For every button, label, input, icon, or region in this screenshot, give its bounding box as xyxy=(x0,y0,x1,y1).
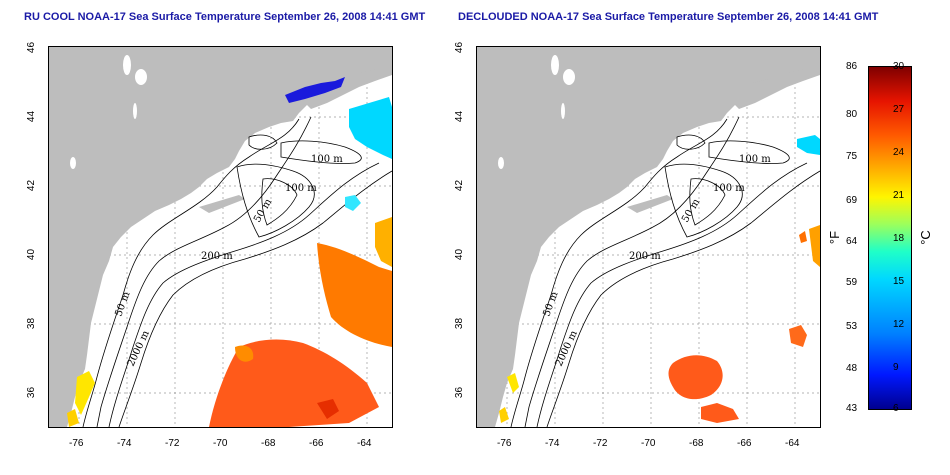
right-y-tick-42: 42 xyxy=(454,179,466,192)
left-y-tick-46: 46 xyxy=(26,41,38,54)
fahrenheit-tick-80: 80 xyxy=(846,109,858,120)
right-x-tick-5: -68 xyxy=(689,438,704,449)
left-y-tick-44: 44 xyxy=(26,110,38,123)
fahrenheit-tick-53: 53 xyxy=(846,321,858,332)
right-x-tick-3: -72 xyxy=(593,438,608,449)
left-nova-scotia xyxy=(297,65,392,109)
left-y-tick-38: 38 xyxy=(26,317,38,330)
right-x-tick-6: -66 xyxy=(737,438,752,449)
right-x-tick-7: -64 xyxy=(785,438,800,449)
left-x-tick-3: -72 xyxy=(165,438,180,449)
right-nova-scotia xyxy=(725,65,820,109)
right-panel-title: DECLOUDED NOAA-17 Sea Surface Temperatur… xyxy=(458,11,879,23)
celsius-tick-6: 6 xyxy=(893,403,899,414)
left-x-tick-5: -68 xyxy=(261,438,276,449)
right-contours xyxy=(510,116,820,427)
fahrenheit-tick-64: 64 xyxy=(846,236,858,247)
right-contour-label-50-coast: 50 m xyxy=(541,290,560,318)
left-contour-label-50-bank: 50 m xyxy=(252,197,274,225)
celsius-tick-12: 12 xyxy=(893,319,905,330)
celsius-tick-21: 21 xyxy=(893,190,905,201)
right-x-tick-1: -76 xyxy=(497,438,512,449)
left-contour-label-100-south: 100 m xyxy=(285,183,317,194)
right-contour-label-2000: 2000 m xyxy=(554,329,580,369)
left-y-tick-42: 42 xyxy=(26,179,38,192)
left-y-tick-36: 36 xyxy=(26,386,38,399)
celsius-tick-18: 18 xyxy=(893,233,905,244)
celsius-unit-label: °C xyxy=(917,230,933,245)
left-contours xyxy=(82,116,392,427)
right-sst-map: 100 m 100 m 50 m 200 m 50 m 2000 m xyxy=(476,46,821,428)
celsius-tick-15: 15 xyxy=(893,276,905,287)
left-contour-label-100-north: 100 m xyxy=(311,154,343,165)
right-y-tick-38: 38 xyxy=(454,317,466,330)
celsius-tick-30: 30 xyxy=(893,61,905,72)
left-x-tick-6: -66 xyxy=(309,438,324,449)
left-contour-label-2000: 2000 m xyxy=(126,329,152,369)
right-y-tick-40: 40 xyxy=(454,248,466,261)
fahrenheit-tick-86: 86 xyxy=(846,61,858,72)
right-long-island xyxy=(627,195,673,213)
left-contour-label-50-coast: 50 m xyxy=(113,290,132,318)
right-y-tick-46: 46 xyxy=(454,41,466,54)
left-y-tick-40: 40 xyxy=(26,248,38,261)
temperature-colorbar xyxy=(868,66,912,410)
fahrenheit-tick-59: 59 xyxy=(846,277,858,288)
left-long-island xyxy=(199,195,245,213)
fahrenheit-tick-43: 43 xyxy=(846,403,858,414)
left-x-tick-7: -64 xyxy=(357,438,372,449)
left-sst-map: 100 m 100 m 50 m 200 m 50 m 2000 m xyxy=(48,46,393,428)
left-map-graphic: 100 m 100 m 50 m 200 m 50 m 2000 m xyxy=(49,47,392,427)
right-map-graphic: 100 m 100 m 50 m 200 m 50 m 2000 m xyxy=(477,47,820,427)
fahrenheit-tick-75: 75 xyxy=(846,151,858,162)
left-panel-title: RU COOL NOAA-17 Sea Surface Temperature … xyxy=(24,11,426,23)
celsius-tick-24: 24 xyxy=(893,147,905,158)
left-x-tick-2: -74 xyxy=(117,438,132,449)
fahrenheit-unit-label: °F xyxy=(827,230,843,245)
right-y-tick-36: 36 xyxy=(454,386,466,399)
left-sst-data xyxy=(67,77,392,427)
right-sst-data xyxy=(499,135,820,423)
right-y-tick-44: 44 xyxy=(454,110,466,123)
right-contour-label-200: 200 m xyxy=(629,251,661,262)
left-land xyxy=(49,47,392,427)
celsius-tick-27: 27 xyxy=(893,104,905,115)
fahrenheit-tick-48: 48 xyxy=(846,363,858,374)
left-x-tick-4: -70 xyxy=(213,438,228,449)
left-x-tick-1: -76 xyxy=(69,438,84,449)
right-land xyxy=(477,47,820,427)
right-x-tick-4: -70 xyxy=(641,438,656,449)
right-contour-label-50-bank: 50 m xyxy=(680,197,702,225)
celsius-tick-9: 9 xyxy=(893,362,899,373)
right-x-tick-2: -74 xyxy=(545,438,560,449)
right-contour-label-100-north: 100 m xyxy=(739,154,771,165)
right-contour-label-100-south: 100 m xyxy=(713,183,745,194)
left-contour-label-200: 200 m xyxy=(201,251,233,262)
fahrenheit-tick-69: 69 xyxy=(846,195,858,206)
